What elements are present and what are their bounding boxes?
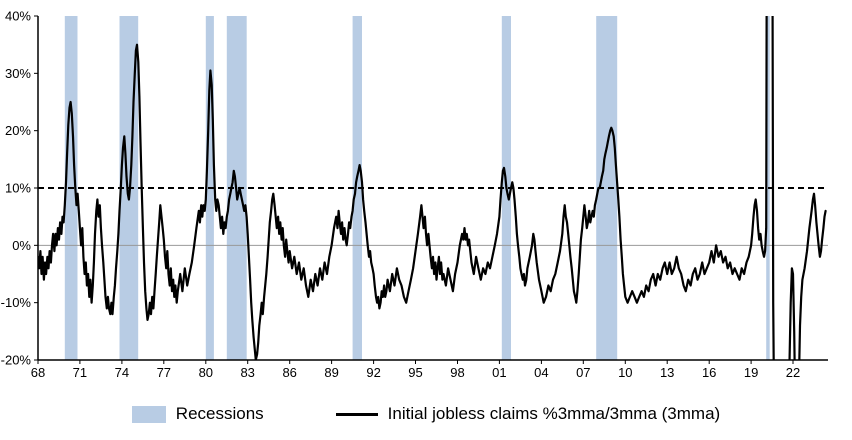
legend-label-claims: Initial jobless claims %3mma/3mma (3mma)	[387, 404, 721, 423]
x-tick-label: 01	[492, 365, 506, 380]
legend-label-recessions: Recessions	[175, 404, 264, 423]
x-tick-label: 92	[366, 365, 380, 380]
x-tick-label: 83	[240, 365, 254, 380]
legend-item-claims: Initial jobless claims %3mma/3mma (3mma)	[335, 404, 721, 424]
x-tick-label: 86	[282, 365, 296, 380]
y-tick-label: -10%	[1, 295, 32, 310]
x-tick-label: 04	[534, 365, 548, 380]
x-tick-label: 74	[115, 365, 129, 380]
x-tick-label: 10	[618, 365, 632, 380]
x-tick-label: 19	[744, 365, 758, 380]
claims-series-line	[38, 16, 827, 360]
claims-line-swatch	[335, 412, 378, 416]
y-tick-label: 20%	[5, 123, 31, 138]
recession-band	[352, 16, 362, 360]
x-tick-label: 22	[786, 365, 800, 380]
x-tick-label: 89	[324, 365, 338, 380]
x-tick-label: 71	[73, 365, 87, 380]
y-tick-label: 40%	[5, 9, 31, 24]
x-tick-label: 13	[660, 365, 674, 380]
x-tick-label: 80	[199, 365, 213, 380]
x-tick-label: 98	[450, 365, 464, 380]
x-tick-label: 16	[702, 365, 716, 380]
y-tick-label: -20%	[1, 353, 32, 368]
recession-band	[596, 16, 618, 360]
y-tick-label: 30%	[5, 66, 31, 81]
recession-band-swatch	[131, 405, 166, 423]
chart-legend: Recessions Initial jobless claims %3mma/…	[0, 392, 852, 436]
x-tick-label: 77	[157, 365, 171, 380]
y-tick-label: 0%	[12, 238, 31, 253]
x-tick-label: 68	[31, 365, 45, 380]
recession-band	[766, 16, 770, 360]
x-tick-label: 07	[576, 365, 590, 380]
y-tick-label: 10%	[5, 181, 31, 196]
chart-canvas: 40% 30% 20% 10% 0% -10% -20%68 71 74 77 80 83 86 89 92…	[1, 9, 828, 380]
legend-item-recessions: Recessions	[131, 404, 264, 424]
x-tick-label: 95	[408, 365, 422, 380]
